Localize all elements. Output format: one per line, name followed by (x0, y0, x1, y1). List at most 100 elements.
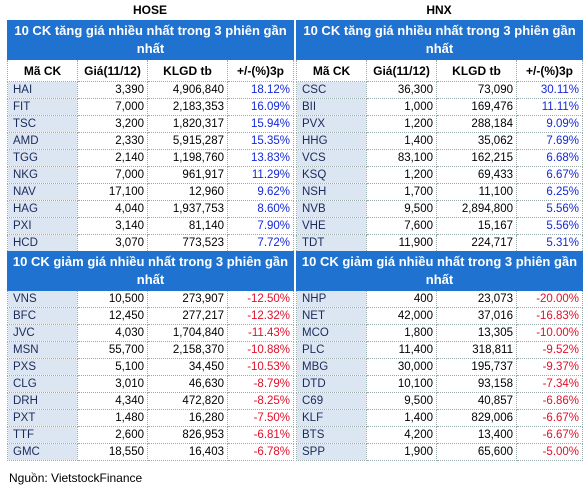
ticker: AMD (7, 132, 78, 150)
change: 5.31% (515, 234, 584, 252)
ticker: MSN (7, 341, 78, 359)
price: 36,300 (366, 81, 437, 99)
section-title: 10 CK giảm giá nhiều nhất trong 3 phiên … (6, 251, 295, 291)
stock-row: HAI 3,390 4,906,840 18.12% (7, 81, 295, 99)
change: 7.90% (226, 217, 295, 235)
volume: 34,450 (147, 358, 228, 376)
ticker: PXS (7, 358, 78, 376)
volume: 2,183,353 (147, 98, 228, 116)
volume: 37,016 (436, 307, 517, 325)
stock-row: MSN 55,700 2,158,370 -10.88% (7, 341, 295, 359)
ticker: MCO (296, 324, 367, 342)
change: -7.34% (515, 375, 584, 393)
header-row: Mã CK Giá(11/12) KLGD tb +/-(%)3p (296, 59, 584, 82)
stock-row: DRH 4,340 472,820 -8.25% (7, 392, 295, 410)
change: -12.32% (226, 307, 295, 325)
volume: 35,062 (436, 132, 517, 150)
stock-row: VNS 10,500 273,907 -12.50% (7, 290, 295, 308)
stock-row: BTS 4,200 13,400 -6.67% (296, 426, 584, 444)
price: 11,900 (366, 234, 437, 252)
volume: 1,704,840 (147, 324, 228, 342)
volume: 1,198,760 (147, 149, 228, 167)
source: Nguồn: VietstockFinance (9, 471, 143, 485)
change: 11.11% (515, 98, 584, 116)
change: -6.86% (515, 392, 584, 410)
change: 11.29% (226, 166, 295, 184)
ticker: HHG (296, 132, 367, 150)
price: 83,100 (366, 149, 437, 167)
change: -8.79% (226, 375, 295, 393)
volume: 15,167 (436, 217, 517, 235)
ticker: BTS (296, 426, 367, 444)
section-title-row: 10 CK tăng giá nhiều nhất trong 3 phiên … (295, 20, 584, 60)
price: 42,000 (366, 307, 437, 325)
ticker: MBG (296, 358, 367, 376)
volume: 1,820,317 (147, 115, 228, 133)
volume: 69,433 (436, 166, 517, 184)
ticker: DTD (296, 375, 367, 393)
stock-row: KSQ 1,200 69,433 6.67% (296, 166, 584, 184)
ticker: JVC (7, 324, 78, 342)
change: 6.67% (515, 166, 584, 184)
price: 2,140 (77, 149, 148, 167)
volume: 318,811 (436, 341, 517, 359)
column-header: +/-(%)3p (515, 59, 584, 82)
stock-row: TDT 11,900 224,717 5.31% (296, 234, 584, 252)
volume: 162,215 (436, 149, 517, 167)
stock-row: TTF 2,600 826,953 -6.81% (7, 426, 295, 444)
price: 7,600 (366, 217, 437, 235)
volume: 40,857 (436, 392, 517, 410)
volume: 829,006 (436, 409, 517, 427)
exchange-label: HOSE (132, 3, 167, 17)
change: 18.12% (226, 81, 295, 99)
section-title: 10 CK giảm giá nhiều nhất trong 3 phiên … (295, 251, 584, 291)
stock-row: SPP 1,900 65,600 -5.00% (296, 443, 584, 461)
ticker: PVX (296, 115, 367, 133)
change: 5.56% (515, 217, 584, 235)
change: -6.67% (515, 426, 584, 444)
column-header: KLGD tb (147, 59, 228, 82)
price: 11,400 (366, 341, 437, 359)
price: 30,000 (366, 358, 437, 376)
price: 3,200 (77, 115, 148, 133)
ticker: PXT (7, 409, 78, 427)
volume: 13,400 (436, 426, 517, 444)
column-header: Giá(11/12) (77, 59, 148, 82)
change: 13.83% (226, 149, 295, 167)
ticker: DRH (7, 392, 78, 410)
price: 10,500 (77, 290, 148, 308)
stock-row: AMD 2,330 5,915,287 15.35% (7, 132, 295, 150)
change: 5.56% (515, 200, 584, 218)
change: -10.00% (515, 324, 584, 342)
price: 3,140 (77, 217, 148, 235)
change: 15.35% (226, 132, 295, 150)
change: -12.50% (226, 290, 295, 308)
change: -20.00% (515, 290, 584, 308)
change: -6.78% (226, 443, 295, 461)
exchange-panel: HOSE 10 CK tăng giá nhiều nhất trong 3 ph… (6, 0, 295, 461)
stock-row: TSC 3,200 1,820,317 15.94% (7, 115, 295, 133)
volume: 12,960 (147, 183, 228, 201)
section-title-row: 10 CK giảm giá nhiều nhất trong 3 phiên … (295, 251, 584, 291)
ticker: VNS (7, 290, 78, 308)
volume: 16,280 (147, 409, 228, 427)
volume: 773,523 (147, 234, 228, 252)
price: 1,200 (366, 166, 437, 184)
change: -9.52% (515, 341, 584, 359)
stock-row: NET 42,000 37,016 -16.83% (296, 307, 584, 325)
price: 1,400 (366, 132, 437, 150)
exchange-panel: HNX 10 CK tăng giá nhiều nhất trong 3 phi… (295, 0, 584, 461)
ticker: BFC (7, 307, 78, 325)
stock-row: BFC 12,450 277,217 -12.32% (7, 307, 295, 325)
price: 4,200 (366, 426, 437, 444)
ticker: BII (296, 98, 367, 116)
ticker: TTF (7, 426, 78, 444)
section-title-row: 10 CK giảm giá nhiều nhất trong 3 phiên … (6, 251, 295, 291)
price: 1,000 (366, 98, 437, 116)
section-title-row: 10 CK tăng giá nhiều nhất trong 3 phiên … (6, 20, 295, 60)
price: 9,500 (366, 200, 437, 218)
column-header: Mã CK (7, 59, 78, 82)
stock-row: CSC 36,300 73,090 30.11% (296, 81, 584, 99)
stock-row: FIT 7,000 2,183,353 16.09% (7, 98, 295, 116)
change: 9.09% (515, 115, 584, 133)
